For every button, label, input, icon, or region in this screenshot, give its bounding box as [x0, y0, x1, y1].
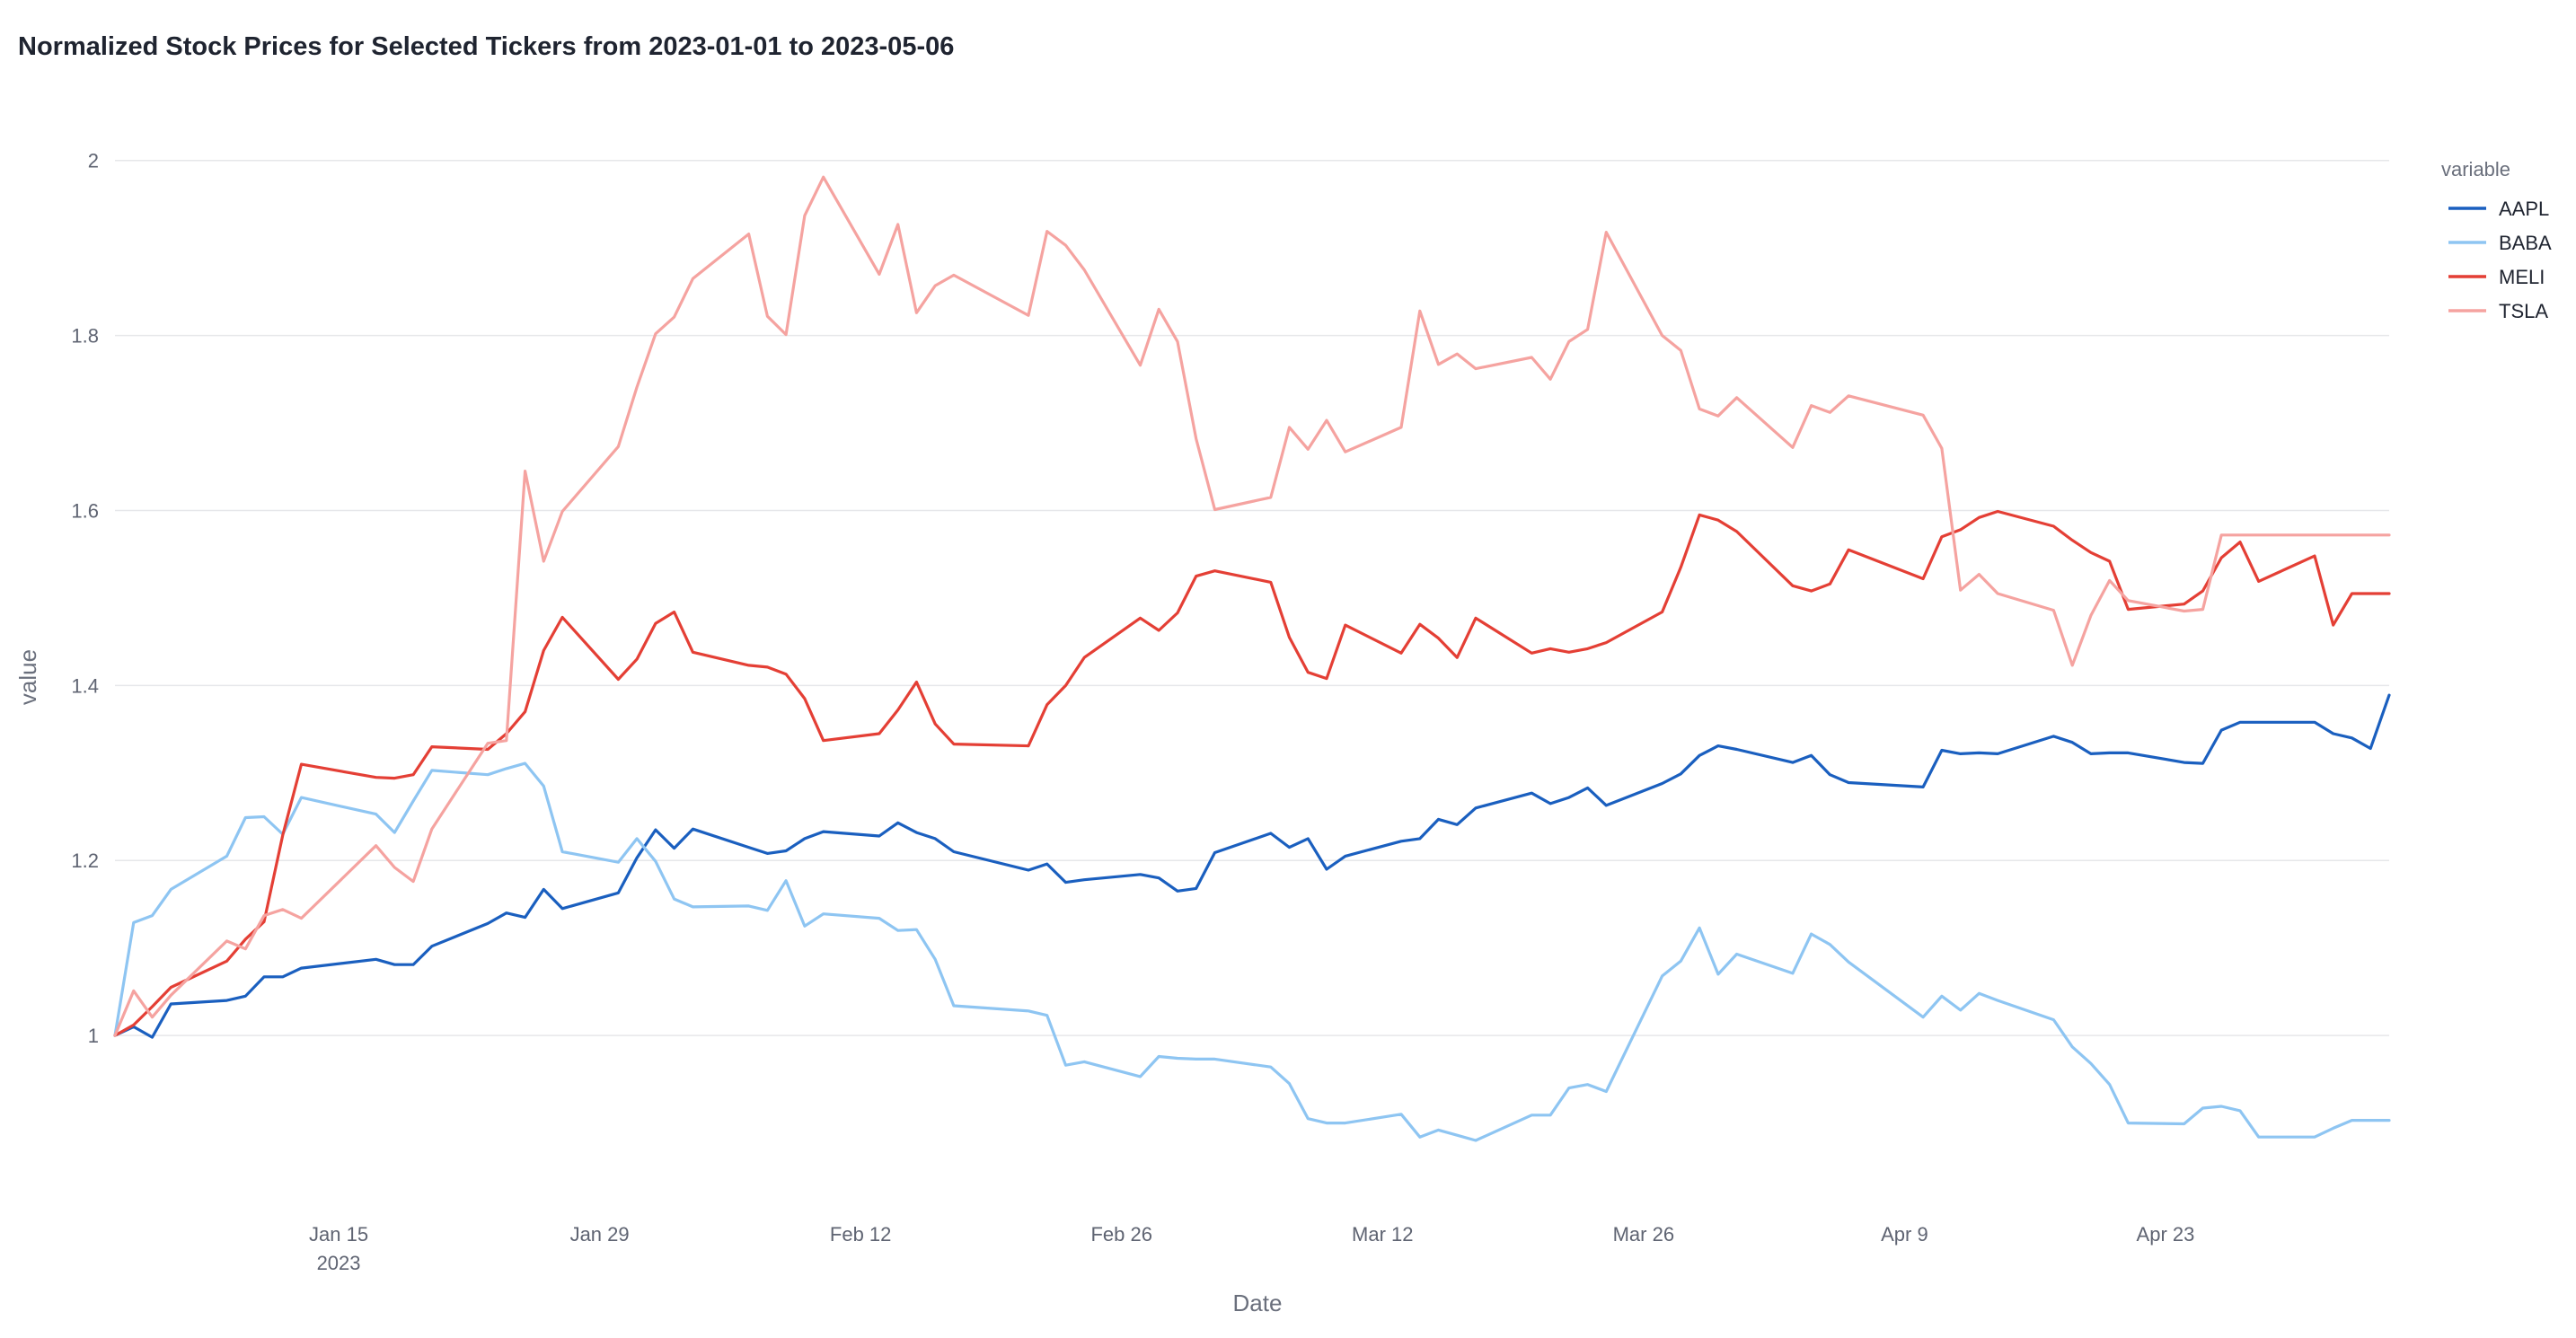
x-tick-label: Apr 9	[1881, 1223, 1928, 1246]
x-tick-sublabel: 2023	[317, 1252, 361, 1274]
x-tick-label: Mar 12	[1352, 1223, 1413, 1246]
y-axis-ticks: 1 1.2 1.4 1.6 1.8 2	[71, 150, 99, 1047]
series-line-baba	[113, 761, 2391, 1142]
y-tick-label: 1.8	[71, 325, 99, 348]
series-line-aapl	[113, 693, 2391, 1039]
x-tick-label: Jan 15	[309, 1223, 368, 1246]
x-tick-label: Feb 26	[1090, 1223, 1152, 1246]
x-axis-title: Date	[1233, 1290, 1283, 1316]
x-axis-ticks: Jan 15 2023 Jan 29 Feb 12 Feb 26 Mar 12 Mar 26…	[309, 1223, 2194, 1274]
legend: variable AAPL BABA MELI TSLA	[2441, 158, 2552, 322]
y-tick-label: 1.4	[71, 674, 99, 697]
gridlines	[115, 159, 2389, 1036]
y-axis-title: value	[14, 649, 41, 705]
legend-title: variable	[2441, 158, 2510, 180]
legend-items: AAPL BABA MELI TSLA	[2448, 198, 2552, 322]
x-tick-label: Feb 12	[830, 1223, 892, 1246]
y-tick-label: 2	[88, 150, 99, 172]
legend-label-meli: MELI	[2499, 266, 2545, 288]
legend-label-baba: BABA	[2499, 232, 2552, 254]
series-line-meli	[113, 509, 2391, 1037]
x-tick-label: Apr 23	[2137, 1223, 2195, 1246]
legend-label-aapl: AAPL	[2499, 198, 2549, 220]
series-lines	[113, 175, 2391, 1142]
x-tick-label: Jan 29	[570, 1223, 630, 1246]
y-tick-label: 1.6	[71, 499, 99, 522]
series-line-tsla	[113, 175, 2391, 1037]
x-tick-label: Mar 26	[1613, 1223, 1674, 1246]
chart-title: Normalized Stock Prices for Selected Tic…	[18, 32, 955, 61]
y-tick-label: 1.2	[71, 849, 99, 872]
legend-label-tsla: TSLA	[2499, 300, 2548, 322]
y-tick-label: 1	[88, 1025, 99, 1047]
